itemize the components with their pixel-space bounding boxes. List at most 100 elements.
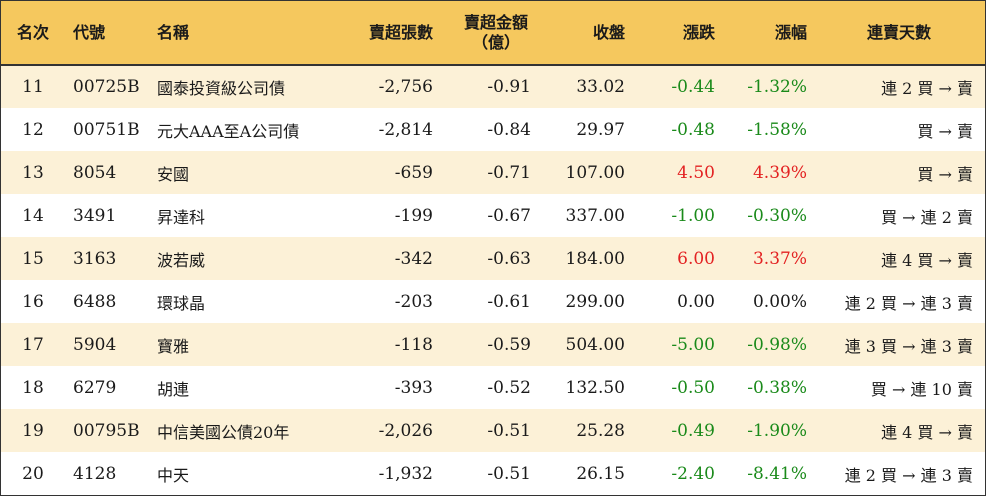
pct-cell: 0.00% (752, 291, 807, 312)
sell-lots-cell: -2,756 (378, 77, 433, 97)
change-cell: -0.48 (671, 119, 715, 140)
change-cell: -0.44 (671, 77, 715, 97)
sell-lots-cell: -199 (394, 205, 433, 226)
sell-lots-cell: -393 (394, 377, 433, 398)
sell-amount-cell: -0.59 (487, 334, 531, 355)
sell-amount-cell: -0.71 (487, 162, 531, 183)
sell-amount-cell: -0.67 (487, 205, 531, 226)
table-row: 16 6488 環球晶 -203 -0.61 299.00 0.00 0.00%… (1, 280, 985, 323)
table-row: 17 5904 寶雅 -118 -0.59 504.00 -5.00 -0.98… (1, 323, 985, 366)
code-cell[interactable]: 3163 (73, 248, 117, 269)
header-change[interactable]: 漲跌 (682, 22, 715, 42)
sell-lots-cell: -1,932 (378, 463, 433, 484)
code-cell[interactable]: 6279 (73, 377, 117, 398)
table-row: 11 00725B 國泰投資級公司債 -2,756 -0.91 33.02 -0… (1, 65, 985, 108)
table-row: 19 00795B 中信美國公債20年 -2,026 -0.51 25.28 -… (1, 409, 985, 452)
name-cell[interactable]: 安國 (157, 164, 190, 184)
change-cell: 0.00 (677, 291, 715, 312)
sell-lots-cell: -118 (394, 334, 433, 355)
sell-lots-cell: -659 (394, 162, 433, 183)
streak-cell: 連 4 買 → 賣 (881, 422, 973, 442)
table-body: 11 00725B 國泰投資級公司債 -2,756 -0.91 33.02 -0… (1, 65, 985, 495)
change-cell: -0.49 (671, 420, 715, 441)
name-cell[interactable]: 胡連 (157, 379, 190, 399)
header-close[interactable]: 收盤 (592, 22, 625, 42)
code-cell[interactable]: 00725B (73, 77, 140, 97)
pct-cell: -0.38% (747, 377, 807, 398)
rank-cell: 12 (22, 119, 44, 140)
name-cell[interactable]: 環球晶 (157, 293, 206, 313)
sell-amount-cell: -0.84 (487, 119, 531, 140)
streak-cell: 連 2 買 → 連 3 賣 (844, 465, 973, 485)
close-cell: 33.02 (576, 77, 625, 97)
sell-amount-cell: -0.61 (487, 291, 531, 312)
sell-amount-cell: -0.51 (487, 463, 531, 484)
change-cell: 6.00 (677, 248, 715, 269)
streak-cell: 買 → 連 10 賣 (870, 379, 973, 399)
sell-amount-cell: -0.63 (487, 248, 531, 269)
pct-cell: 4.39% (752, 162, 807, 183)
header-pct[interactable]: 漲幅 (774, 22, 807, 42)
pct-cell: -8.41% (747, 463, 807, 484)
rank-cell: 14 (22, 205, 44, 226)
change-cell: -5.00 (671, 334, 715, 355)
header-code[interactable]: 代號 (73, 22, 106, 42)
rank-cell: 20 (22, 463, 44, 484)
code-cell[interactable]: 4128 (73, 463, 117, 484)
streak-cell: 連 2 買 → 連 3 賣 (844, 293, 973, 313)
close-cell: 184.00 (565, 248, 625, 269)
pct-cell: -1.58% (747, 119, 807, 140)
sell-amount-cell: -0.52 (487, 377, 531, 398)
name-cell[interactable]: 中信美國公債20年 (157, 422, 290, 442)
header-sell-amount-line2: （億） (471, 32, 520, 52)
rank-cell: 18 (22, 377, 44, 398)
close-cell: 29.97 (576, 119, 625, 140)
name-cell[interactable]: 國泰投資級公司債 (157, 79, 286, 98)
rank-cell: 13 (22, 162, 44, 183)
close-cell: 25.28 (576, 420, 625, 441)
table-row: 18 6279 胡連 -393 -0.52 132.50 -0.50 -0.38… (1, 366, 985, 409)
code-cell[interactable]: 6488 (73, 291, 117, 312)
close-cell: 132.50 (565, 377, 625, 398)
close-cell: 26.15 (576, 463, 625, 484)
code-cell[interactable]: 8054 (73, 162, 117, 183)
header-streak[interactable]: 連賣天數 (866, 22, 931, 42)
streak-cell: 連 4 買 → 賣 (881, 250, 973, 270)
table-row: 15 3163 波若威 -342 -0.63 184.00 6.00 3.37%… (1, 237, 985, 280)
rank-cell: 19 (22, 420, 44, 441)
table-row: 20 4128 中天 -1,932 -0.51 26.15 -2.40 -8.4… (1, 452, 985, 495)
header-name[interactable]: 名稱 (157, 22, 190, 42)
code-cell[interactable]: 3491 (73, 205, 117, 226)
change-cell: -2.40 (671, 463, 715, 484)
change-cell: 4.50 (677, 162, 715, 183)
name-cell[interactable]: 昇達科 (157, 207, 206, 227)
rank-cell: 17 (22, 334, 44, 355)
pct-cell: 3.37% (752, 248, 807, 269)
pct-cell: -0.30% (747, 205, 807, 226)
header-sell-amount[interactable]: 賣超金額 （億） (439, 1, 539, 65)
code-cell[interactable]: 00795B (73, 420, 140, 441)
table-row: 14 3491 昇達科 -199 -0.67 337.00 -1.00 -0.3… (1, 194, 985, 237)
streak-cell: 買 → 賣 (917, 164, 973, 184)
pct-cell: -1.90% (747, 420, 807, 441)
sell-amount-cell: -0.91 (487, 77, 531, 97)
name-cell[interactable]: 寶雅 (157, 336, 190, 356)
table-row: 13 8054 安國 -659 -0.71 107.00 4.50 4.39% … (1, 151, 985, 194)
close-cell: 299.00 (565, 291, 625, 312)
code-cell[interactable]: 00751B (73, 119, 140, 140)
close-cell: 504.00 (565, 334, 625, 355)
name-cell[interactable]: 波若威 (157, 250, 206, 270)
change-cell: -0.50 (671, 377, 715, 398)
header-rank[interactable]: 名次 (16, 22, 49, 42)
name-cell[interactable]: 元大AAA至A公司債 (157, 121, 300, 141)
code-cell[interactable]: 5904 (73, 334, 117, 355)
close-cell: 107.00 (565, 162, 625, 183)
table-row: 12 00751B 元大AAA至A公司債 -2,814 -0.84 29.97 … (1, 108, 985, 151)
header-sell-lots[interactable]: 賣超張數 (368, 22, 433, 42)
name-cell[interactable]: 中天 (157, 465, 190, 485)
sell-lots-cell: -203 (394, 291, 433, 312)
pct-cell: -1.32% (747, 77, 807, 97)
rank-cell: 15 (22, 248, 44, 269)
table-header-row: 名次 代號 名稱 賣超張數 賣超金額 （億） 收盤 漲跌 漲幅 連賣天數 (1, 1, 985, 65)
